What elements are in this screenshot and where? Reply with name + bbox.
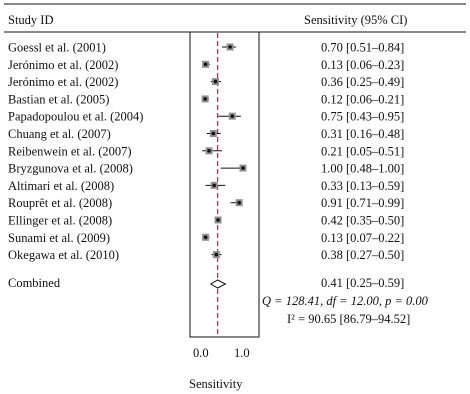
x-tick-label-0: 0.0	[193, 346, 209, 360]
study-estimate: 0.42 [0.35–0.50]	[321, 214, 404, 228]
study-point	[203, 97, 207, 101]
study-label: Okegawa et al. (2010)	[8, 248, 119, 262]
plot-frame	[189, 31, 260, 338]
study-estimate: 0.12 [0.06–0.21]	[321, 92, 404, 106]
study-estimate: 0.33 [0.13–0.59]	[321, 179, 404, 193]
study-point	[216, 218, 220, 222]
study-label: Papadopoulou et al. (2004)	[8, 110, 143, 124]
study-estimate: 0.31 [0.16–0.48]	[321, 127, 404, 141]
study-point	[212, 183, 216, 188]
study-label: Jerónimo et al. (2002)	[8, 75, 118, 89]
study-point	[207, 149, 211, 153]
study-point	[230, 114, 235, 118]
study-estimate: 0.75 [0.43–0.95]	[321, 110, 404, 124]
study-point	[213, 79, 218, 84]
study-estimate: 0.91 [0.71–0.99]	[321, 196, 404, 210]
study-point	[241, 166, 245, 170]
heterogeneity-q: Q = 128.41, df = 12.00, p = 0.00	[262, 294, 429, 308]
x-tick-label-1: 1.0	[234, 346, 250, 360]
study-point	[214, 252, 219, 257]
study-estimate: 1.00 [0.48–1.00]	[321, 162, 404, 176]
study-point	[203, 62, 208, 67]
study-point	[211, 131, 216, 136]
study-point	[237, 200, 241, 205]
x-axis-label: Sensitivity	[189, 377, 243, 391]
study-label: Jerónimo et al. (2002)	[8, 58, 118, 72]
study-label: Bastian et al. (2005)	[8, 92, 109, 106]
study-estimate: 0.38 [0.27–0.50]	[321, 248, 404, 262]
study-estimate: 0.36 [0.25–0.49]	[321, 75, 404, 89]
study-label: Chuang et al. (2007)	[8, 127, 111, 141]
header-sensitivity: Sensitivity (95% CI)	[304, 13, 407, 27]
study-estimate: 0.70 [0.51–0.84]	[321, 41, 404, 55]
study-estimate: 0.13 [0.07–0.22]	[321, 231, 404, 245]
study-estimate: 0.21 [0.05–0.51]	[321, 144, 404, 158]
combined-label: Combined	[8, 276, 61, 290]
combined-diamond	[209, 279, 227, 289]
study-point	[203, 235, 208, 240]
study-label: Bryzgunova et al. (2008)	[8, 162, 133, 176]
plot-marks	[201, 33, 247, 336]
study-label: Reibenwein et al. (2007)	[8, 144, 132, 158]
study-rows: Goessl et al. (2001) 0.70 [0.51–0.84] Jeró…	[8, 41, 404, 263]
study-label: Sunami et al. (2009)	[8, 231, 110, 245]
study-label: Rouprêt et al. (2008)	[8, 196, 112, 210]
study-label: Altimari et al. (2008)	[8, 179, 114, 193]
study-label: Goessl et al. (2001)	[8, 41, 106, 55]
study-estimate: 0.13 [0.06–0.23]	[321, 58, 404, 72]
study-label: Ellinger et al. (2008)	[8, 214, 112, 228]
header-study-id: Study ID	[8, 13, 54, 27]
study-point	[228, 45, 232, 49]
combined-estimate: 0.41 [0.25–0.59]	[321, 276, 404, 290]
heterogeneity-i2: I² = 90.65 [86.79–94.52]	[287, 312, 410, 326]
